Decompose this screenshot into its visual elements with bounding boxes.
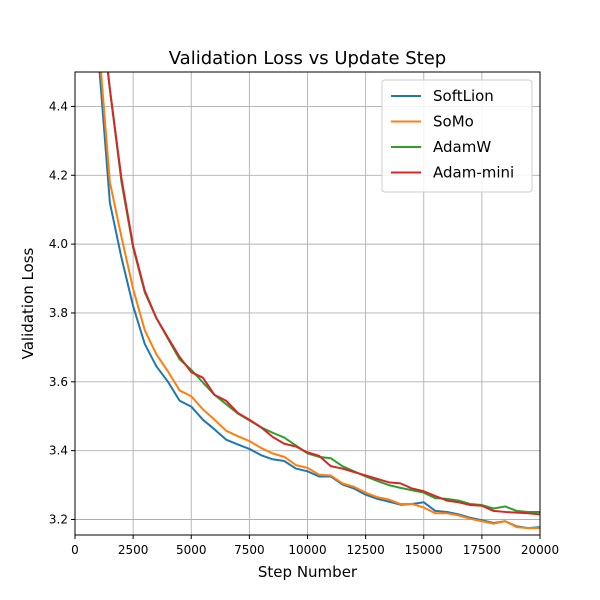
y-axis-label: Validation Loss (19, 247, 37, 359)
series-line-somo (100, 72, 540, 530)
y-tick-label: 3.4 (49, 444, 68, 458)
x-tick-label: 7500 (234, 543, 265, 557)
x-tick-label: 20000 (521, 543, 559, 557)
x-axis-ticks: 0 2500 5000 7500 10000 12500 15000 17500 20000 (71, 535, 559, 557)
y-tick-label: 3.2 (49, 513, 68, 527)
y-tick-label: 4.2 (49, 168, 68, 182)
legend: SoftLion SoMo AdamW Adam-mini (381, 79, 533, 193)
legend-label-adam-mini: Adam-mini (433, 164, 514, 182)
x-tick-label: 17500 (463, 543, 501, 557)
y-tick-label: 4.0 (49, 237, 68, 251)
y-tick-label: 4.4 (49, 99, 68, 113)
x-tick-label: 10000 (288, 543, 326, 557)
x-tick-label: 12500 (347, 543, 385, 557)
series-lines (98, 72, 540, 530)
x-tick-label: 2500 (118, 543, 149, 557)
x-tick-label: 5000 (176, 543, 207, 557)
legend-label-somo: SoMo (433, 113, 474, 131)
legend-box (381, 79, 533, 193)
x-axis-label: Step Number (258, 563, 358, 581)
chart-title: Validation Loss vs Update Step (169, 48, 446, 69)
legend-label-softlion: SoftLion (433, 87, 494, 105)
y-axis-ticks: 3.2 3.4 3.6 3.8 4.0 4.2 4.4 (49, 99, 75, 527)
y-tick-label: 3.8 (49, 306, 68, 320)
legend-label-adamw: AdamW (433, 138, 491, 156)
x-tick-label: 0 (71, 543, 79, 557)
y-tick-label: 3.6 (49, 375, 68, 389)
series-line-adam-mini (106, 72, 540, 516)
x-tick-label: 15000 (405, 543, 443, 557)
